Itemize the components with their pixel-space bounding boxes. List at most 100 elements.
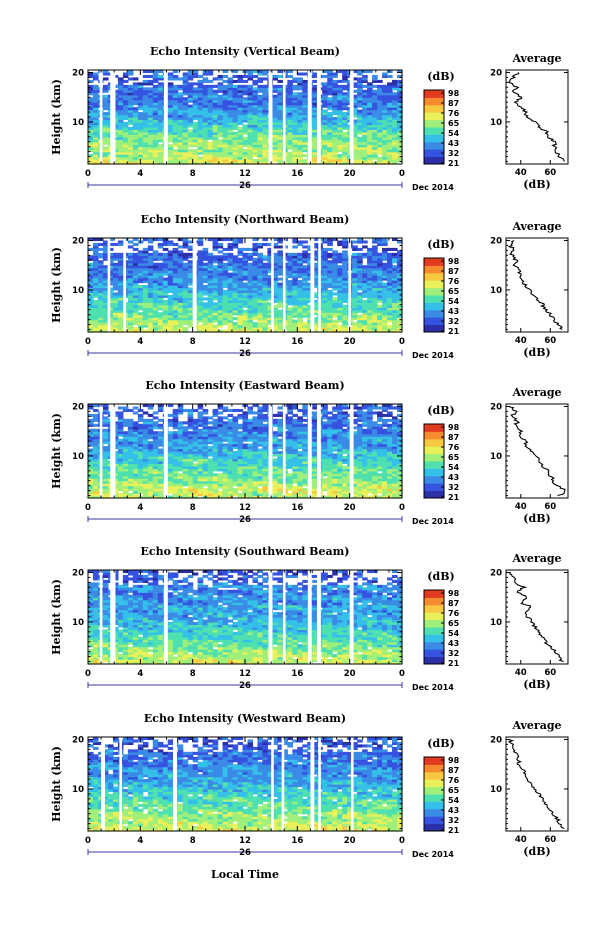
- data-gap: [316, 404, 321, 498]
- colorbar-swatch: [424, 649, 444, 658]
- data-gap: [107, 238, 111, 332]
- data-gap: [271, 238, 274, 332]
- profile-x-label: (dB): [523, 512, 550, 525]
- x-axis-label: Local Time: [211, 868, 279, 881]
- data-gap: [99, 404, 103, 498]
- profile-x-tick-label: 40: [515, 668, 527, 678]
- colorbar-swatch: [424, 134, 444, 143]
- y-axis-label: Height (km): [50, 247, 63, 323]
- colorbar-swatch: [424, 104, 444, 113]
- x-tick-label: 0: [85, 836, 91, 846]
- colorbar-tick-label: 21: [448, 159, 460, 168]
- colorbar-tick-label: 98: [448, 756, 460, 765]
- date-suffix: Dec 2014: [412, 351, 454, 360]
- colorbar-swatch: [424, 612, 444, 621]
- panel-title: Echo Intensity (Eastward Beam): [145, 379, 344, 392]
- x-tick-label: 16: [291, 503, 303, 513]
- x-tick-label: 20: [344, 503, 356, 513]
- y-axis-label: Height (km): [50, 413, 63, 489]
- x-tick-label: 12: [239, 337, 251, 347]
- colorbar-tick-label: 65: [448, 453, 460, 462]
- profile-x-tick-label: 40: [515, 168, 527, 178]
- date-label: 26: [239, 848, 251, 858]
- data-gap: [349, 70, 354, 164]
- y-tick-label: 10: [72, 452, 84, 462]
- x-tick-label: 16: [291, 836, 303, 846]
- colorbar-tick-label: 21: [448, 826, 460, 835]
- colorbar-swatch: [424, 627, 444, 635]
- colorbar-tick-label: 87: [448, 599, 459, 608]
- colorbar-swatch: [424, 590, 444, 598]
- colorbar-label: (dB): [427, 570, 454, 583]
- colorbar-swatch: [424, 287, 444, 296]
- x-tick-label: 4: [137, 836, 143, 846]
- colorbar-frame: [423, 257, 445, 333]
- y-tick-label: 20: [72, 236, 84, 246]
- data-gap: [282, 570, 286, 664]
- profile-y-tick-label: 20: [490, 735, 502, 745]
- data-gap: [110, 404, 116, 498]
- colorbar-tick-label: 32: [448, 483, 459, 492]
- y-tick-label: 10: [72, 286, 84, 296]
- colorbar-swatch: [424, 149, 444, 158]
- x-tick-label: 0: [85, 503, 91, 513]
- x-tick-label: 8: [190, 337, 196, 347]
- colorbar-swatch: [424, 816, 444, 825]
- data-gap: [318, 737, 321, 831]
- colorbar-swatch: [424, 490, 444, 499]
- date-label: 26: [239, 349, 251, 359]
- profile-x-tick-label: 60: [544, 168, 556, 178]
- profile-x-label: (dB): [523, 346, 550, 359]
- profile-x-tick-label: 60: [544, 668, 556, 678]
- colorbar-swatch: [424, 604, 444, 613]
- colorbar-tick-label: 54: [448, 297, 460, 306]
- profile-line: [509, 572, 564, 663]
- colorbar-tick-label: 21: [448, 493, 460, 502]
- colorbar-swatch: [424, 438, 444, 447]
- colorbar-tick-label: 98: [448, 589, 460, 598]
- colorbar-swatch: [424, 823, 444, 832]
- colorbar-tick-label: 32: [448, 649, 459, 658]
- panel-5: Echo Intensity (Westward Beam) 10 20 Height…: [50, 712, 569, 859]
- colorbar-swatch: [424, 97, 444, 106]
- data-gap: [307, 570, 312, 664]
- profile-x-label: (dB): [523, 178, 550, 191]
- colorbar-label: (dB): [427, 404, 454, 417]
- profile-title: Average: [511, 52, 561, 65]
- colorbar-frame: [423, 423, 445, 499]
- colorbar-swatch: [424, 272, 444, 281]
- colorbar-swatch: [424, 302, 444, 311]
- colorbar-frame: [423, 589, 445, 665]
- colorbar-tick-label: 32: [448, 317, 459, 326]
- x-tick-label: 4: [137, 337, 143, 347]
- colorbar-tick-label: 43: [448, 806, 459, 815]
- colorbar-swatch: [424, 258, 444, 266]
- data-gap: [282, 404, 286, 498]
- profile-line: [507, 738, 565, 829]
- colorbar-swatch: [424, 771, 444, 780]
- colorbar-swatch: [424, 475, 444, 484]
- profile-y-tick-label: 20: [490, 568, 502, 578]
- data-gap: [349, 404, 354, 498]
- colorbar-swatch: [424, 424, 444, 432]
- x-tick-label: 0: [85, 169, 91, 179]
- panel-title: Echo Intensity (Southward Beam): [141, 545, 350, 558]
- colorbar-tick-label: 87: [448, 267, 459, 276]
- colorbar-swatch: [424, 265, 444, 274]
- colorbar-swatch: [424, 461, 444, 469]
- data-gap: [110, 70, 116, 164]
- x-tick-label: 12: [239, 669, 251, 679]
- panel-3: Echo Intensity (Eastward Beam) 10 20 Height…: [50, 379, 569, 526]
- heatmap-cells: [88, 70, 403, 165]
- colorbar-label: (dB): [427, 238, 454, 251]
- colorbar-swatch: [424, 801, 444, 810]
- profile-frame: [505, 736, 569, 832]
- x-tick-label: 20: [344, 836, 356, 846]
- colorbar-tick-label: 98: [448, 257, 460, 266]
- colorbar-swatch: [424, 90, 444, 98]
- x-tick-label: 4: [137, 169, 143, 179]
- profile-x-tick-label: 40: [515, 502, 527, 512]
- date-label: 26: [239, 181, 251, 191]
- y-tick-label: 10: [72, 618, 84, 628]
